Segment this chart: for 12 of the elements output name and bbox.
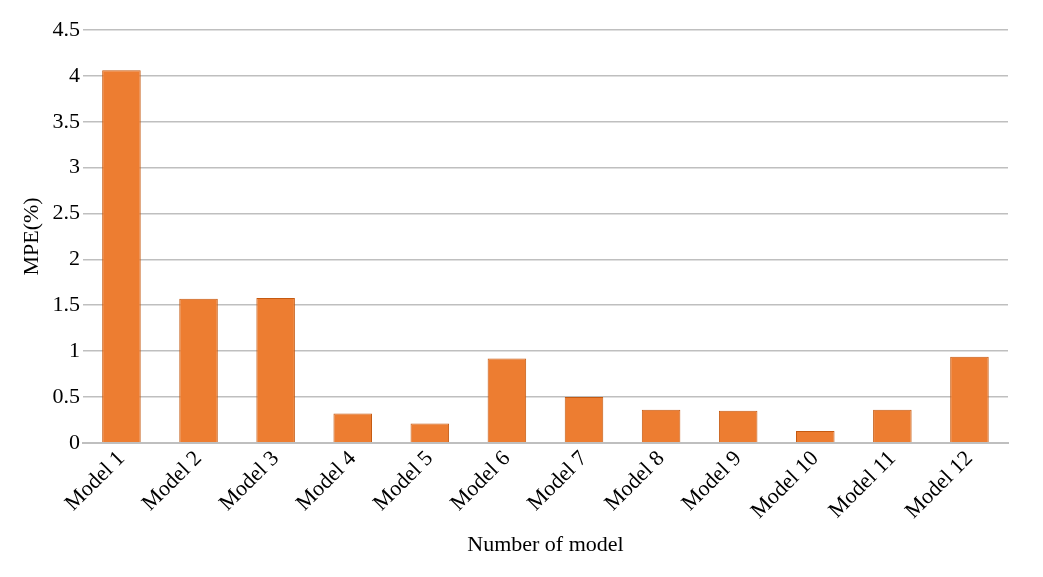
y-tick-label: 4 — [68, 61, 80, 87]
x-axis-title: Number of model — [467, 530, 624, 556]
y-axis-title: MPE(%) — [17, 197, 43, 276]
y-tick-label: 0 — [68, 428, 80, 454]
y-tick-label: 0.5 — [52, 382, 80, 408]
y-tick-label: 1 — [68, 336, 80, 362]
y-tick-label: 4.5 — [52, 15, 80, 41]
y-tick-label: 1.5 — [52, 291, 80, 317]
y-tick-label: 2 — [68, 245, 80, 271]
y-tick-label: 2.5 — [52, 199, 80, 225]
y-tick-label: 3.5 — [52, 107, 80, 133]
y-tick-label: 3 — [68, 153, 80, 179]
